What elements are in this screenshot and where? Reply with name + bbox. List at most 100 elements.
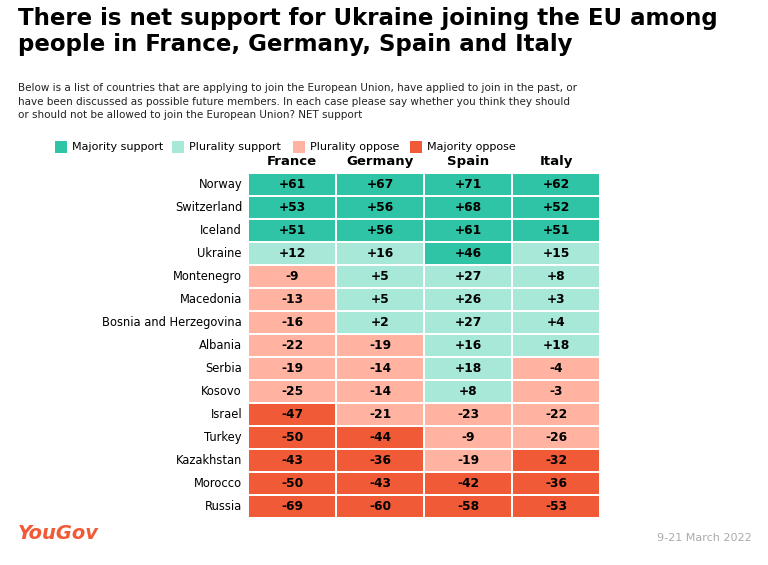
- FancyBboxPatch shape: [249, 174, 335, 195]
- FancyBboxPatch shape: [425, 496, 511, 517]
- FancyBboxPatch shape: [249, 496, 335, 517]
- FancyBboxPatch shape: [337, 381, 423, 402]
- Text: -9: -9: [462, 431, 475, 444]
- FancyBboxPatch shape: [513, 243, 599, 264]
- FancyBboxPatch shape: [425, 220, 511, 241]
- FancyBboxPatch shape: [337, 496, 423, 517]
- FancyBboxPatch shape: [171, 141, 184, 153]
- FancyBboxPatch shape: [425, 243, 511, 264]
- FancyBboxPatch shape: [337, 197, 423, 218]
- Text: Israel: Israel: [210, 408, 242, 421]
- Text: Norway: Norway: [198, 178, 242, 191]
- Text: -42: -42: [457, 477, 479, 490]
- FancyBboxPatch shape: [249, 335, 335, 356]
- Text: +2: +2: [371, 316, 389, 329]
- FancyBboxPatch shape: [425, 266, 511, 287]
- FancyBboxPatch shape: [513, 496, 599, 517]
- Text: +46: +46: [455, 247, 482, 260]
- FancyBboxPatch shape: [513, 197, 599, 218]
- Text: Russia: Russia: [205, 500, 242, 513]
- Text: +8: +8: [547, 270, 565, 283]
- Text: Kosovo: Kosovo: [201, 385, 242, 398]
- Text: France: France: [267, 155, 317, 168]
- FancyBboxPatch shape: [425, 312, 511, 333]
- Text: -21: -21: [369, 408, 391, 421]
- Text: Germany: Germany: [346, 155, 414, 168]
- FancyBboxPatch shape: [513, 381, 599, 402]
- Text: -44: -44: [369, 431, 391, 444]
- Text: +12: +12: [278, 247, 306, 260]
- Text: +56: +56: [366, 201, 394, 214]
- FancyBboxPatch shape: [337, 289, 423, 310]
- Text: Morocco: Morocco: [194, 477, 242, 490]
- Text: YouGov: YouGov: [18, 524, 99, 543]
- Text: -36: -36: [545, 477, 567, 490]
- FancyBboxPatch shape: [337, 473, 423, 494]
- FancyBboxPatch shape: [249, 197, 335, 218]
- FancyBboxPatch shape: [337, 427, 423, 448]
- Text: -9: -9: [285, 270, 299, 283]
- Text: Majority oppose: Majority oppose: [427, 142, 515, 152]
- Text: +61: +61: [278, 178, 306, 191]
- FancyBboxPatch shape: [410, 141, 422, 153]
- Text: +51: +51: [542, 224, 570, 237]
- Text: -22: -22: [281, 339, 303, 352]
- Text: +68: +68: [455, 201, 482, 214]
- Text: -16: -16: [281, 316, 303, 329]
- Text: +26: +26: [455, 293, 482, 306]
- Text: -14: -14: [369, 362, 391, 375]
- Text: -50: -50: [281, 431, 303, 444]
- Text: +16: +16: [455, 339, 482, 352]
- Text: Albania: Albania: [199, 339, 242, 352]
- Text: Serbia: Serbia: [205, 362, 242, 375]
- Text: Ukraine: Ukraine: [197, 247, 242, 260]
- FancyBboxPatch shape: [513, 358, 599, 379]
- Text: +5: +5: [371, 270, 389, 283]
- FancyBboxPatch shape: [425, 427, 511, 448]
- Text: -58: -58: [457, 500, 479, 513]
- FancyBboxPatch shape: [425, 381, 511, 402]
- Text: Turkey: Turkey: [204, 431, 242, 444]
- FancyBboxPatch shape: [337, 174, 423, 195]
- Text: -22: -22: [545, 408, 567, 421]
- Text: -53: -53: [545, 500, 567, 513]
- FancyBboxPatch shape: [249, 381, 335, 402]
- Text: +5: +5: [371, 293, 389, 306]
- Text: +56: +56: [366, 224, 394, 237]
- Text: Below is a list of countries that are applying to join the European Union, have : Below is a list of countries that are ap…: [18, 83, 577, 120]
- FancyBboxPatch shape: [337, 312, 423, 333]
- FancyBboxPatch shape: [513, 289, 599, 310]
- Text: +67: +67: [366, 178, 394, 191]
- Text: -4: -4: [549, 362, 563, 375]
- Text: Kazakhstan: Kazakhstan: [176, 454, 242, 467]
- Text: There is net support for Ukraine joining the EU among
people in France, Germany,: There is net support for Ukraine joining…: [18, 7, 717, 56]
- FancyBboxPatch shape: [249, 220, 335, 241]
- Text: +51: +51: [278, 224, 306, 237]
- Text: -32: -32: [545, 454, 567, 467]
- Text: -43: -43: [369, 477, 391, 490]
- Text: -36: -36: [369, 454, 391, 467]
- FancyBboxPatch shape: [513, 174, 599, 195]
- FancyBboxPatch shape: [249, 473, 335, 494]
- Text: Iceland: Iceland: [200, 224, 242, 237]
- FancyBboxPatch shape: [337, 450, 423, 471]
- Text: Macedonia: Macedonia: [180, 293, 242, 306]
- Text: +61: +61: [455, 224, 482, 237]
- Text: +16: +16: [366, 247, 394, 260]
- FancyBboxPatch shape: [513, 427, 599, 448]
- FancyBboxPatch shape: [425, 404, 511, 425]
- FancyBboxPatch shape: [513, 220, 599, 241]
- FancyBboxPatch shape: [425, 358, 511, 379]
- Text: -3: -3: [549, 385, 563, 398]
- FancyBboxPatch shape: [425, 289, 511, 310]
- Text: -13: -13: [281, 293, 303, 306]
- FancyBboxPatch shape: [337, 404, 423, 425]
- Text: -25: -25: [281, 385, 303, 398]
- Text: Plurality support: Plurality support: [189, 142, 280, 152]
- FancyBboxPatch shape: [425, 473, 511, 494]
- FancyBboxPatch shape: [249, 289, 335, 310]
- Text: 9-21 March 2022: 9-21 March 2022: [657, 533, 752, 543]
- FancyBboxPatch shape: [425, 174, 511, 195]
- Text: +62: +62: [542, 178, 570, 191]
- Text: +18: +18: [455, 362, 482, 375]
